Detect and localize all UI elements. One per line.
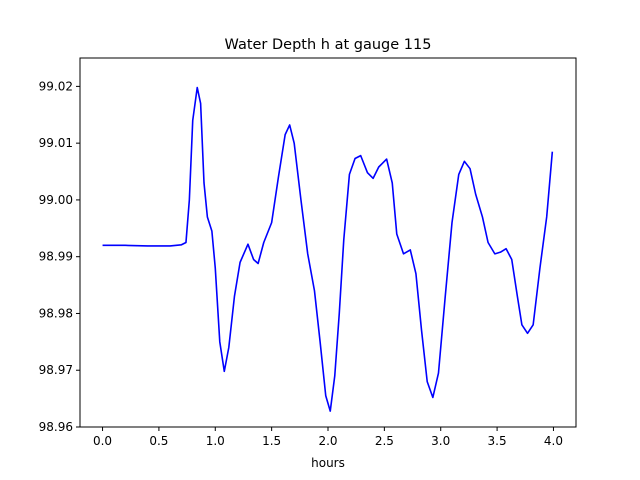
x-tick-label: 2.0 (318, 434, 337, 448)
y-tick-label: 98.99 (39, 250, 73, 264)
x-axis-label: hours (311, 456, 345, 470)
chart-title: Water Depth h at gauge 115 (225, 37, 432, 53)
x-tick-label: 2.5 (375, 434, 394, 448)
x-tick-label: 0.5 (149, 434, 168, 448)
x-axis: 0.0 0.5 1.0 1.5 2.0 2.5 3.0 3.5 4.0 (93, 427, 563, 448)
y-tick-label: 99.01 (39, 136, 73, 150)
y-tick-label: 99.00 (39, 193, 73, 207)
y-axis: 98.96 98.97 98.98 98.99 99.00 99.01 99.02 (39, 79, 80, 434)
plot-area (102, 86, 554, 412)
x-tick-label: 4.0 (544, 434, 563, 448)
y-tick-label: 98.96 (39, 420, 73, 434)
y-tick-label: 98.98 (39, 306, 73, 320)
y-tick-label: 99.02 (39, 79, 73, 93)
x-tick-label: 3.0 (431, 434, 450, 448)
y-tick-label: 98.97 (39, 363, 73, 377)
series-line-0 (102, 86, 554, 412)
axes-frame (79, 57, 577, 428)
x-tick-label: 0.0 (93, 434, 112, 448)
x-tick-label: 3.5 (488, 434, 507, 448)
x-tick-label: 1.5 (262, 434, 281, 448)
x-tick-label: 1.0 (206, 434, 225, 448)
